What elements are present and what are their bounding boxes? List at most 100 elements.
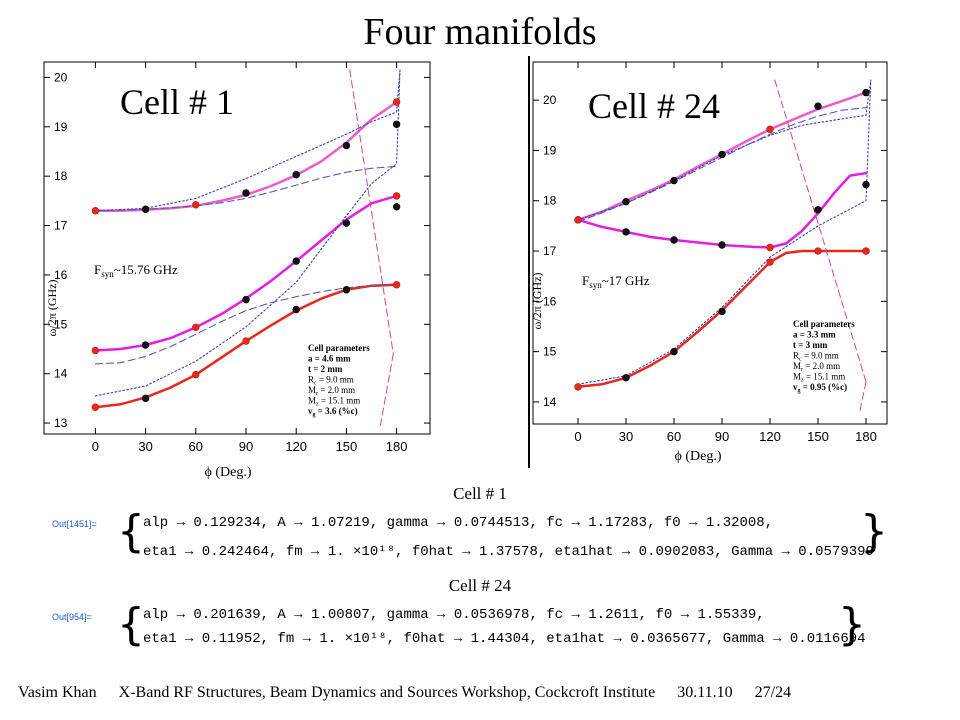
y-tick-label: 16 (54, 268, 68, 282)
data-point-dark_point (141, 394, 150, 403)
data-point-dark_point (814, 102, 822, 110)
data-point-dark_point (392, 203, 401, 211)
cell-parameter-line: Mz = 15.1 mm (793, 372, 845, 384)
data-point-red (392, 98, 401, 106)
y-tick-label: 18 (543, 194, 557, 208)
cell-parameter-line: Rc = 9.0 mm (308, 375, 354, 387)
footer-date: 30.11.10 (677, 684, 733, 701)
data-point-dark_point (242, 295, 250, 304)
y-tick-label: 20 (54, 70, 68, 84)
open-brace: { (117, 506, 145, 557)
fit-caption-cell-24: Cell # 24 (448, 576, 512, 595)
data-point-dark_point (622, 198, 630, 206)
series-line-dotted_blue (577, 79, 872, 385)
close-brace: } (838, 599, 866, 650)
y-tick-label: 14 (543, 395, 557, 409)
data-point-red (766, 258, 774, 266)
y-tick-label: 15 (54, 317, 68, 331)
x-tick-label: 180 (386, 439, 408, 454)
close-brace: } (860, 506, 888, 557)
y-tick-label: 19 (543, 143, 557, 157)
x-tick-label: 90 (239, 439, 253, 454)
x-axis-label: ϕ (Deg.) (204, 465, 251, 480)
cell-parameter-line: t = 3 mm (793, 340, 828, 350)
series-line-dotted_blue (577, 79, 872, 221)
cell-parameter-line: Cell parameters (308, 343, 370, 353)
fit-parameters-line: alp → 0.129234, A → 1.07219, gamma → 0.0… (143, 515, 774, 531)
data-point-dark_point (292, 257, 300, 265)
series-line-light_line (774, 79, 867, 383)
fit-parameters-line: eta1 → 0.11952, fm → 1. ×10¹⁸, f0hat → 1… (143, 631, 866, 647)
y-tick-label: 17 (54, 219, 68, 233)
y-tick-label: 14 (54, 367, 68, 381)
data-point-red (192, 323, 200, 331)
x-tick-label: 90 (715, 429, 729, 444)
data-point-dark_point (292, 170, 300, 179)
cell-parameter-line: t = 2 mm (308, 364, 343, 374)
data-point-dark_point (342, 286, 351, 294)
cell-parameter-line: Cell parameters (793, 319, 855, 329)
data-point-red (574, 216, 582, 224)
plot-area (574, 79, 872, 413)
y-tick-label: 20 (543, 93, 557, 107)
data-point-red (814, 247, 822, 255)
data-point-dark_point (814, 206, 822, 214)
x-tick-label: 30 (138, 439, 152, 454)
x-tick-label: 120 (285, 439, 307, 454)
dispersion-plot-cell-24: 0 30 60 90 120 150 180 14 15 16 17 18 19 20 Cell # 24 F… (528, 56, 888, 468)
cell-parameter-line: Mz = 15.1 mm (308, 396, 360, 408)
plot-frame (532, 61, 888, 425)
data-point-red (91, 346, 100, 355)
slide-footer: Vasim Khan X-Band RF Structures, Beam Dyn… (18, 684, 791, 702)
slide-title: Four manifolds (363, 11, 597, 53)
data-point-red (192, 201, 200, 209)
data-point-red (91, 403, 100, 411)
y-axis-label: ω/2π (GHz) (530, 273, 544, 330)
fsyn-annotation: Fsyn~15.76 GHz (94, 262, 178, 279)
data-point-red (242, 337, 250, 345)
cell-parameter-line: Mr = 2.0 mm (793, 361, 840, 373)
data-point-red (91, 207, 100, 215)
fsyn-annotation: Fsyn~17 GHz (582, 273, 650, 290)
series-line-dashed_blue (94, 165, 398, 212)
panel-title: Cell # 24 (588, 86, 720, 126)
open-brace: { (117, 599, 145, 650)
x-tick-label: 60 (667, 429, 681, 444)
footer-author: Vasim Khan (18, 684, 97, 701)
series-line-magenta (576, 171, 868, 249)
series-line-dotted_blue (94, 69, 401, 397)
data-point-dark_point (862, 180, 870, 189)
data-point-dark_point (141, 341, 150, 349)
y-tick-label: 15 (543, 345, 557, 359)
data-point-dark_point (342, 219, 351, 227)
x-tick-label: 0 (574, 429, 581, 444)
data-point-dark_point (670, 347, 678, 356)
data-point-dark_point (622, 374, 630, 382)
x-tick-label: 0 (92, 439, 99, 454)
panel-title: Cell # 1 (120, 82, 234, 122)
plot-area (91, 69, 401, 429)
data-point-dark_point (141, 205, 150, 213)
data-point-dark_point (392, 120, 401, 129)
data-point-red (392, 192, 401, 200)
data-point-red (392, 281, 401, 289)
data-point-red (862, 247, 870, 255)
y-tick-label: 18 (54, 169, 68, 183)
data-point-dark_point (670, 176, 678, 185)
data-point-dark_point (718, 307, 726, 316)
data-point-dark_point (292, 305, 300, 314)
x-tick-label: 150 (807, 429, 829, 444)
cell-parameter-line: a = 4.6 mm (308, 354, 351, 364)
fit-parameters-line: alp → 0.201639, A → 1.00807, gamma → 0.0… (143, 607, 765, 623)
y-tick-label: 17 (543, 244, 557, 258)
dispersion-plot-cell-1: 0 30 60 90 120 150 180 13 14 15 16 17 18 19 20 Cell # 1… (43, 61, 431, 480)
data-point-red (766, 125, 774, 133)
series-line-light_line (349, 69, 394, 355)
x-axis-label: ϕ (Deg.) (674, 449, 721, 464)
series-line-light_line (859, 381, 867, 413)
data-point-dark_point (718, 241, 726, 249)
y-tick-label: 19 (54, 120, 68, 134)
x-tick-label: 30 (619, 429, 633, 444)
footer-page-number: 27/24 (754, 684, 792, 701)
fit-parameters-line: eta1 → 0.242464, fm → 1. ×10¹⁸, f0hat → … (143, 544, 874, 560)
